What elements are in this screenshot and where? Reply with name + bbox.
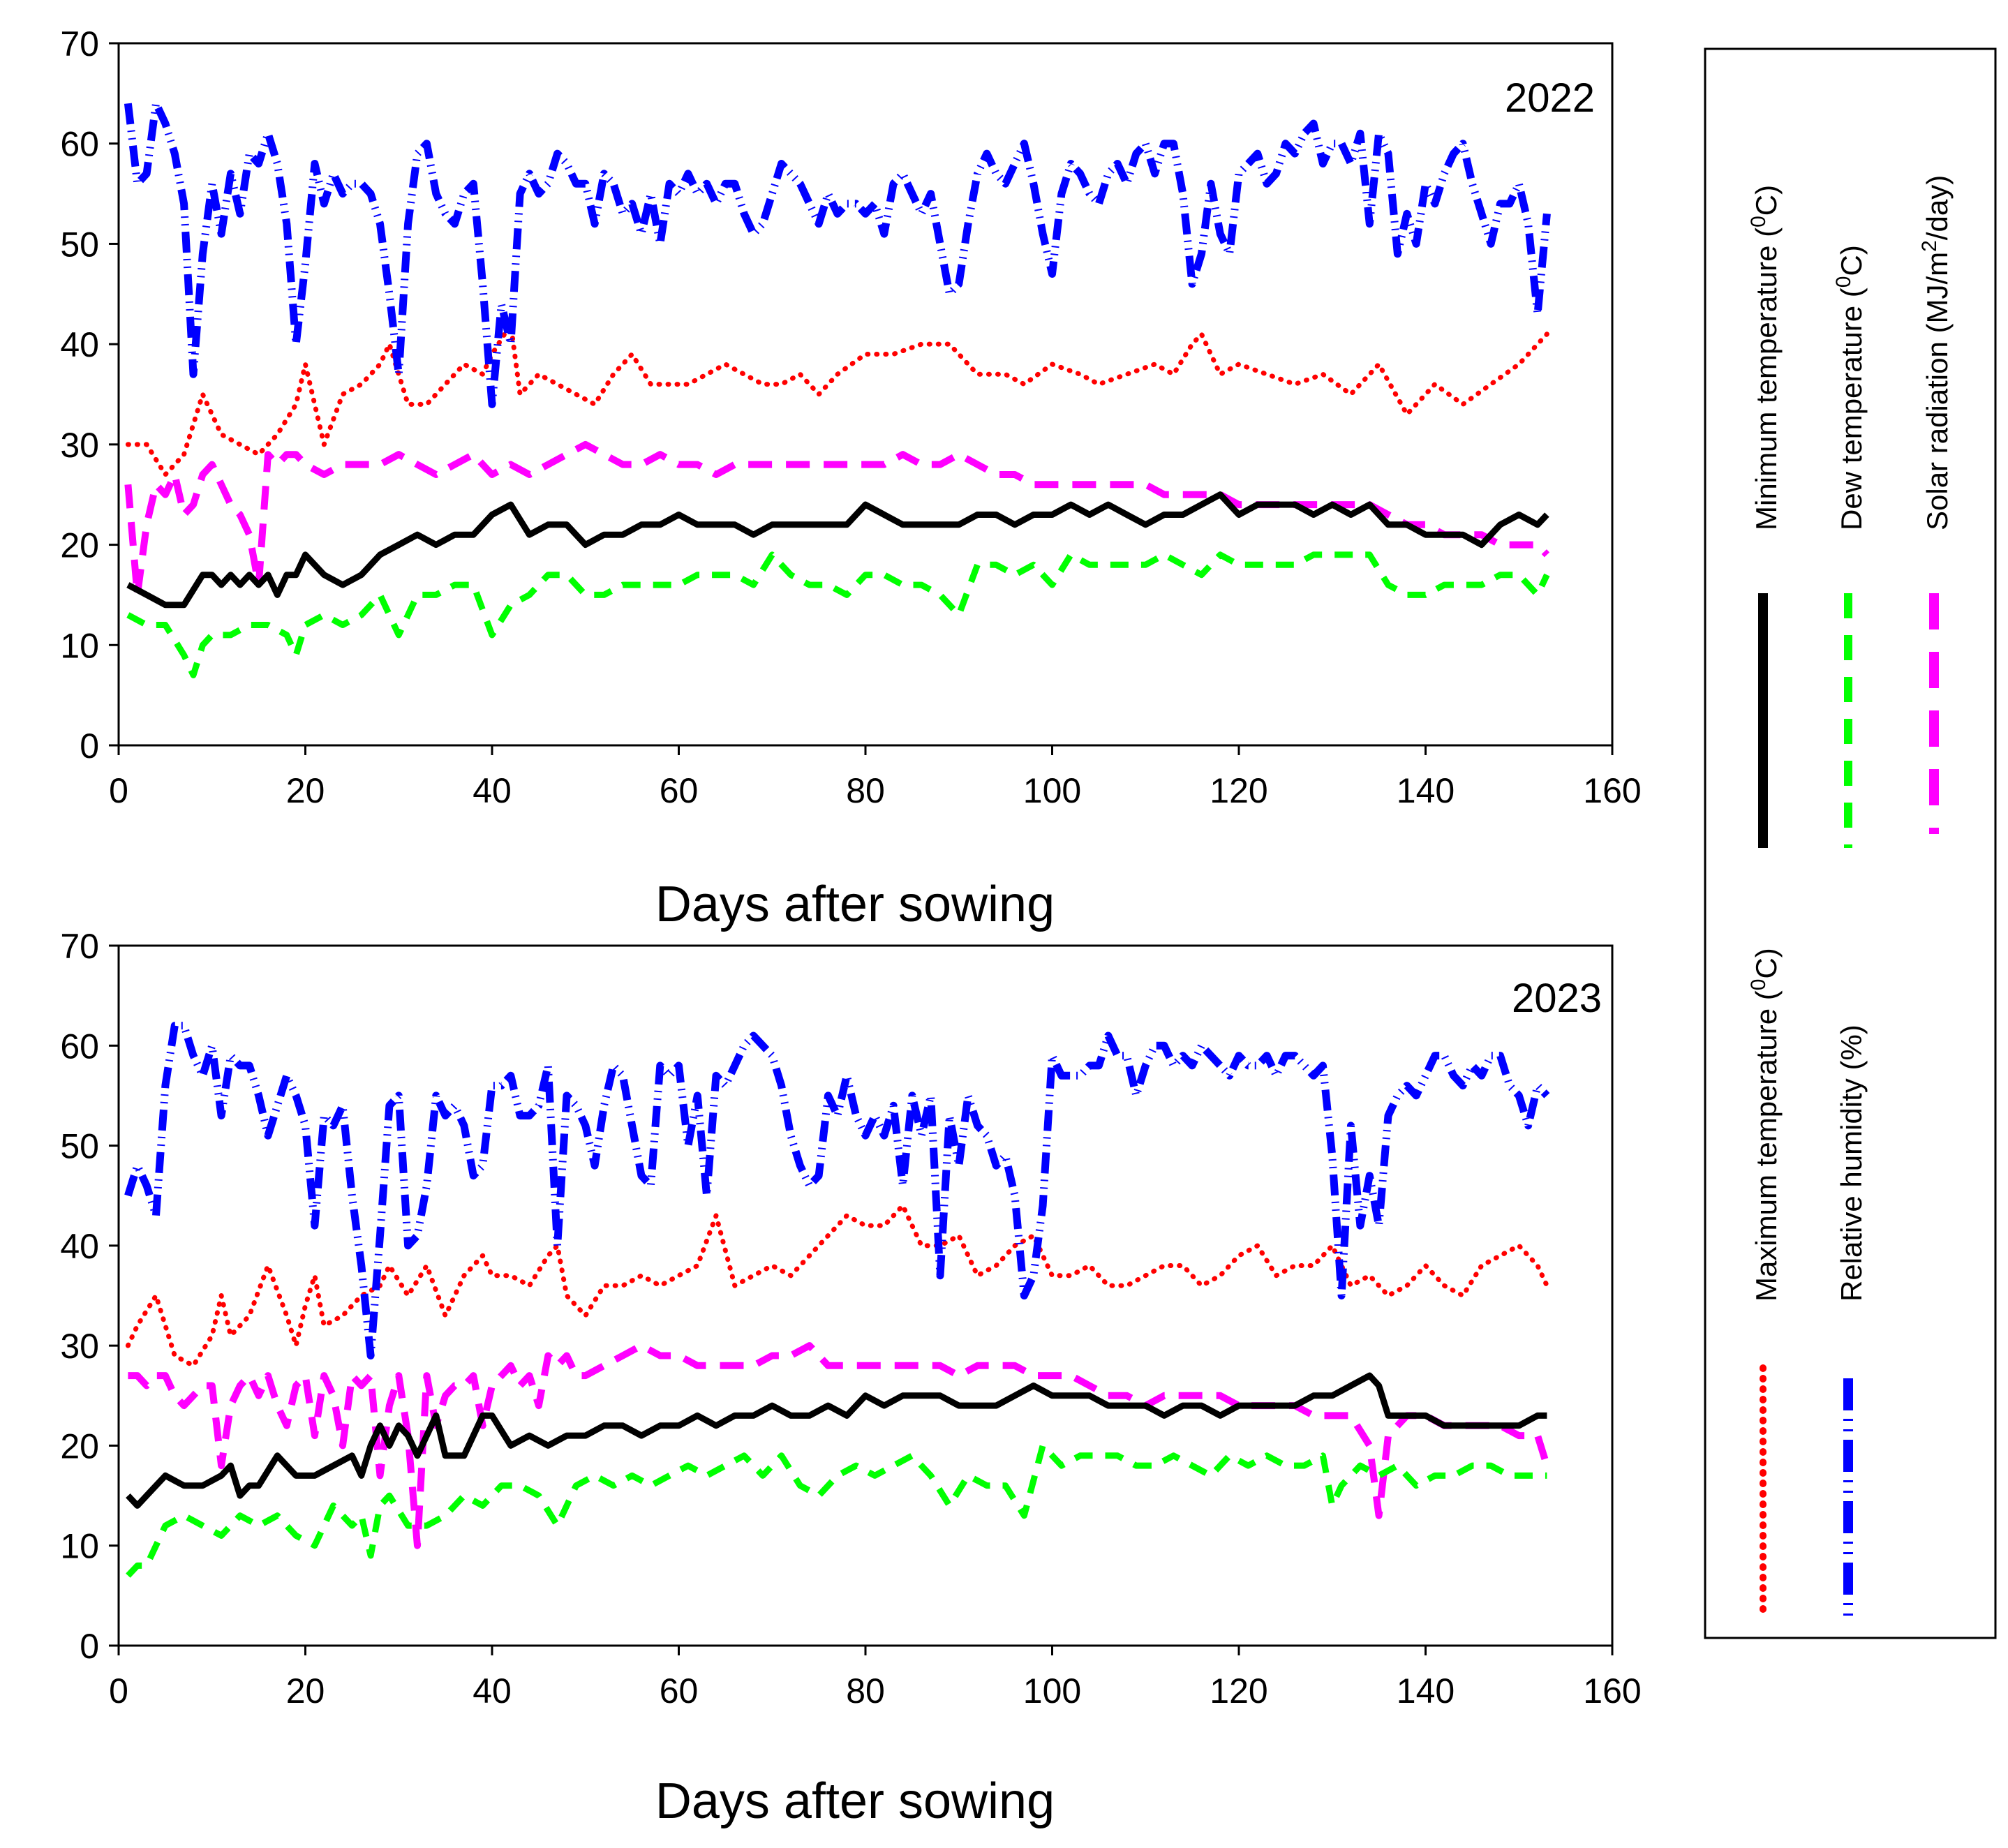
legend: Minimum temperature (0C) Dew temperature… [1704, 47, 1997, 1639]
y-tick-label: 70 [60, 24, 99, 64]
y-tick-label: 0 [80, 1627, 99, 1666]
legend-label-min-temp: Minimum temperature (0C) [1747, 185, 1783, 530]
legend-label-rh: Relative humidity (%) [1835, 1024, 1868, 1302]
series-line-min-temp [126, 1372, 1547, 1509]
series-line-solar [124, 440, 1550, 599]
y-tick-label: 30 [60, 1327, 99, 1366]
y-tick-label: 30 [60, 426, 99, 465]
x-tick-label: 80 [846, 771, 885, 810]
legend-label-solar: Solar radiation (MJ/m2/day) [1918, 175, 1954, 530]
x-tick-label: 40 [473, 771, 512, 810]
y-tick-label: 10 [60, 626, 99, 665]
series-line-max-temp [125, 1203, 1549, 1369]
series-line-dew-temp [126, 551, 1550, 678]
x-axis-label: Days after sowing [655, 1773, 1055, 1829]
y-tick-label: 60 [60, 1027, 99, 1066]
x-tick-label: 60 [660, 1671, 699, 1711]
plot-frame [117, 944, 1614, 1647]
y-tick-label: 50 [60, 1127, 99, 1166]
x-tick-label: 0 [109, 771, 128, 810]
y-tick-label: 20 [60, 526, 99, 565]
legend-box [1704, 47, 1997, 1639]
x-tick-label: 120 [1210, 771, 1267, 810]
y-tick-label: 20 [60, 1426, 99, 1466]
series-line-dew-temp [126, 1442, 1547, 1578]
legend-label-max-temp: Maximum temperature (0C) [1747, 948, 1783, 1302]
x-tick-label: 60 [660, 771, 699, 810]
chart-title: 2023 [1512, 976, 1602, 1021]
y-tick-label: 40 [60, 325, 99, 364]
x-tick-label: 100 [1023, 1671, 1081, 1711]
x-tick-label: 20 [286, 1671, 325, 1711]
series-line-rh [124, 99, 1551, 408]
x-tick-label: 120 [1210, 1671, 1267, 1711]
legend-label-dew-temp: Dew temperature (0C) [1832, 245, 1868, 530]
x-tick-label: 40 [473, 1671, 512, 1711]
x-tick-label: 0 [109, 1671, 128, 1711]
y-tick-label: 70 [60, 927, 99, 966]
x-tick-label: 160 [1583, 771, 1641, 810]
y-tick-label: 50 [60, 225, 99, 264]
y-tick-label: 10 [60, 1527, 99, 1566]
x-tick-label: 80 [846, 1671, 885, 1711]
x-tick-label: 160 [1583, 1671, 1641, 1711]
series-line-solar [128, 1342, 1551, 1549]
chart-2022: 0 20 40 60 80 100 120 140 160 0 10 20 30 40 50 60 70 2022… [60, 24, 1641, 932]
series-line-max-temp [125, 321, 1549, 477]
x-tick-label: 100 [1023, 771, 1081, 810]
y-tick-label: 0 [80, 726, 99, 766]
chart-2023: 0 20 40 60 80 100 120 140 160 0 10 20 30 40 50 60 70 2023… [60, 927, 1641, 1829]
x-tick-label: 140 [1397, 1671, 1455, 1711]
x-tick-label: 140 [1397, 771, 1455, 810]
x-axis-label: Days after sowing [655, 877, 1055, 932]
y-tick-label: 60 [60, 125, 99, 164]
chart-title: 2022 [1505, 75, 1595, 121]
y-tick-label: 40 [60, 1227, 99, 1266]
series-line-rh [124, 1022, 1550, 1359]
x-tick-label: 20 [286, 771, 325, 810]
series-line-min-temp [126, 491, 1549, 609]
